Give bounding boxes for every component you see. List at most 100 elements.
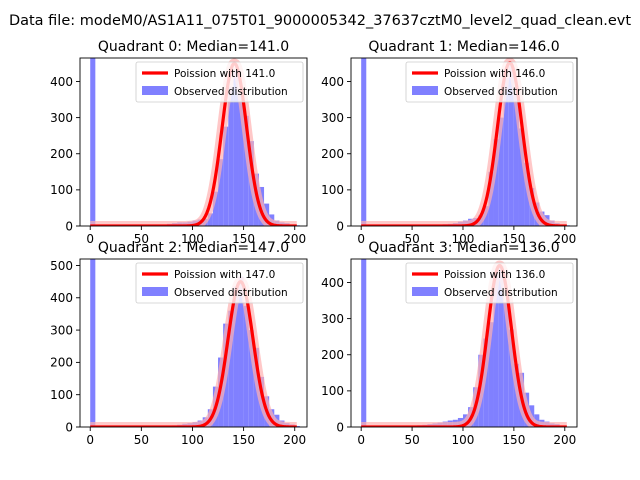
- y-tick-label: 0: [336, 420, 344, 434]
- legend-box: [135, 61, 304, 103]
- plot-area: [85, 58, 302, 226]
- histogram-bar: [207, 213, 213, 226]
- legend-box: [405, 61, 574, 103]
- x-tick-label: 100: [452, 232, 475, 246]
- histogram-bar: [508, 65, 514, 226]
- y-tick-label: 300: [321, 111, 344, 125]
- histogram-bar: [90, 58, 96, 226]
- histogram-bar: [524, 162, 530, 226]
- histogram-bar: [228, 310, 234, 427]
- histogram-bar: [218, 159, 224, 226]
- subplot-title: Quadrant 3: Median=136.0: [368, 240, 559, 256]
- histogram-bar: [361, 58, 367, 226]
- x-tick-label: 50: [404, 433, 419, 447]
- x-tick-label: 150: [232, 433, 255, 447]
- y-tick-label: 100: [321, 183, 344, 197]
- y-tick-label: 200: [321, 348, 344, 362]
- y-tick-label: 0: [65, 420, 73, 434]
- y-tick-label: 200: [50, 356, 73, 370]
- x-tick-label: 0: [86, 232, 94, 246]
- legend-swatch-hist: [412, 86, 438, 95]
- subplot-title: Quadrant 0: Median=141.0: [98, 39, 289, 55]
- histogram-bar: [518, 128, 525, 226]
- subplot-title: Quadrant 1: Median=146.0: [368, 39, 559, 55]
- subplot-quadrant-2: 0 50 100 150 200 0 100 200 300 400 500 Quadrant 2: …: [50, 240, 308, 447]
- subplot-quadrant-1: 0 50 100 150 200 0 100 200 300 400 Quadrant 1: Med…: [321, 39, 578, 246]
- x-tick-label: 200: [553, 433, 576, 447]
- legend-label-fit: Poission with 147.0: [174, 269, 275, 281]
- legend-box: [405, 262, 574, 304]
- x-tick-label: 0: [357, 433, 365, 447]
- histogram-bar: [90, 259, 96, 427]
- x-tick-label: 150: [232, 232, 255, 246]
- histogram-bar: [513, 86, 519, 226]
- axes-frame: [79, 57, 308, 227]
- axes-frame: [79, 258, 308, 428]
- y-tick-label: 400: [50, 291, 73, 305]
- y-tick-label: 300: [50, 111, 73, 125]
- histogram-bar: [294, 426, 300, 427]
- x-tick-label: 50: [134, 433, 149, 447]
- y-tick-label: 0: [336, 219, 344, 233]
- x-tick-label: 200: [283, 232, 306, 246]
- histogram-bar: [483, 338, 489, 427]
- legend-swatch-hist: [142, 86, 168, 95]
- subplot-quadrant-3: 0 50 100 150 200 0 100 200 300 400 Quadrant 3: Med…: [321, 240, 578, 447]
- histogram-bar: [488, 322, 494, 427]
- x-tick-label: 0: [357, 232, 365, 246]
- legend-swatch-hist: [142, 287, 168, 296]
- y-tick-label: 0: [65, 219, 73, 233]
- histogram-bar: [498, 117, 504, 226]
- histogram-bar: [493, 139, 499, 226]
- axes-frame: [350, 57, 578, 227]
- y-tick-label: 100: [50, 183, 73, 197]
- histogram-bar: [248, 330, 254, 427]
- histogram-bar: [223, 126, 229, 226]
- x-tick-label: 200: [283, 433, 306, 447]
- histogram-bar: [238, 276, 244, 427]
- fit-curve: [89, 280, 298, 427]
- legend-label-hist: Observed distribution: [174, 287, 288, 299]
- histogram-bar: [503, 77, 509, 226]
- x-tick-label: 150: [502, 433, 525, 447]
- histogram-bar: [361, 259, 367, 427]
- legend-label-hist: Observed distribution: [174, 86, 288, 98]
- histogram-bar: [508, 329, 514, 427]
- legend-label-fit: Poission with 146.0: [444, 68, 545, 80]
- fit-curve: [89, 61, 298, 226]
- y-tick-label: 100: [321, 384, 344, 398]
- y-tick-label: 500: [50, 259, 73, 273]
- histogram-bar: [243, 305, 249, 427]
- legend-label-hist: Observed distribution: [444, 287, 558, 299]
- x-tick-label: 150: [502, 232, 525, 246]
- legend-box: [135, 262, 304, 304]
- suptitle: Data file: modeM0/AS1A11_075T01_90000053…: [9, 13, 631, 29]
- histogram-bar: [243, 115, 249, 226]
- y-tick-label: 400: [321, 75, 344, 89]
- legend-label-hist: Observed distribution: [444, 86, 558, 98]
- histogram-bar: [228, 86, 234, 226]
- x-tick-label: 50: [134, 232, 149, 246]
- histogram-bar: [498, 266, 504, 427]
- legend-label-fit: Poission with 136.0: [444, 269, 545, 281]
- axes-frame: [350, 258, 578, 428]
- x-tick-label: 0: [86, 433, 94, 447]
- subplot-title: Quadrant 2: Median=147.0: [98, 240, 289, 256]
- y-tick-label: 400: [50, 75, 73, 89]
- legend-label-fit: Poission with 141.0: [174, 68, 275, 80]
- fit-curve: [360, 263, 568, 427]
- y-tick-label: 400: [321, 276, 344, 290]
- subplot-quadrant-0: 0 50 100 150 200 0 100 200 300 400 Quadrant 0: Med…: [50, 39, 308, 246]
- y-tick-label: 200: [50, 147, 73, 161]
- legend-swatch-hist: [412, 287, 438, 296]
- histogram-bar: [212, 191, 219, 226]
- y-tick-label: 200: [321, 147, 344, 161]
- x-tick-label: 100: [181, 232, 204, 246]
- y-tick-label: 300: [321, 312, 344, 326]
- histogram-bar: [233, 286, 239, 427]
- histogram-bar: [493, 275, 499, 427]
- x-tick-label: 100: [452, 433, 475, 447]
- histogram-bar: [503, 302, 509, 427]
- x-tick-label: 100: [181, 433, 204, 447]
